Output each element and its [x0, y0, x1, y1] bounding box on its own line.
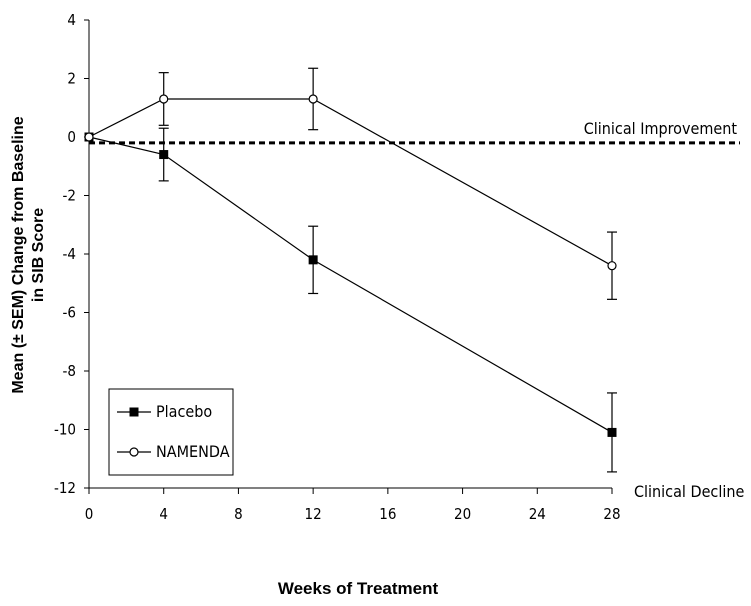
data-point-namenda	[84, 132, 94, 142]
legend-box	[108, 388, 234, 476]
legend-marker-placebo	[129, 407, 139, 417]
y-tick-label: -6	[63, 304, 76, 322]
x-tick-label: 12	[305, 505, 322, 523]
data-point-namenda	[159, 94, 169, 104]
series-group	[84, 67, 617, 473]
legend-label-placebo: Placebo	[156, 402, 212, 421]
y-tick-label: -4	[63, 245, 76, 263]
y-tick-label: -8	[63, 362, 76, 380]
annotation-clinical-improvement: Clinical Improvement	[584, 119, 738, 138]
data-point-namenda	[607, 261, 617, 271]
x-tick-label: 20	[454, 505, 471, 523]
y-axis-title-line-1: Mean (± SEM) Change from Baseline	[10, 116, 27, 393]
labels-group: Clinical Improvement Clinical Decline Week…	[10, 116, 744, 598]
x-tick-label: 8	[234, 505, 243, 523]
legend: Placebo NAMENDA	[108, 388, 234, 476]
y-tick-label: 4	[67, 11, 76, 29]
series-line-namenda	[88, 98, 613, 267]
y-tick-label: -10	[54, 421, 76, 439]
x-tick-label: 28	[603, 505, 620, 523]
data-point-placebo	[159, 150, 169, 160]
legend-label-namenda: NAMENDA	[156, 442, 230, 461]
y-axis-title-line-2: in SIB Score	[30, 208, 47, 302]
annotation-clinical-decline: Clinical Decline	[634, 482, 744, 501]
y-tick-label: 2	[67, 70, 76, 88]
data-point-placebo	[607, 427, 617, 437]
data-point-placebo	[308, 255, 318, 265]
legend-marker-namenda	[129, 447, 139, 457]
y-tick-label: -2	[63, 187, 76, 205]
y-axis-title: Mean (± SEM) Change from Baseline in SIB …	[10, 116, 47, 393]
y-tick-label: -12	[54, 479, 76, 497]
x-tick-label: 0	[85, 505, 94, 523]
x-axis-title: Weeks of Treatment	[278, 579, 439, 598]
x-tick-label: 4	[159, 505, 168, 523]
x-tick-label: 24	[529, 505, 546, 523]
y-tick-label: 0	[67, 128, 76, 146]
x-tick-label: 16	[379, 505, 396, 523]
data-point-namenda	[308, 94, 318, 104]
series-line-placebo	[88, 136, 613, 433]
axes: 420-2-4-6-8-10-120 4 8 12 16 20 24 28	[54, 11, 621, 523]
